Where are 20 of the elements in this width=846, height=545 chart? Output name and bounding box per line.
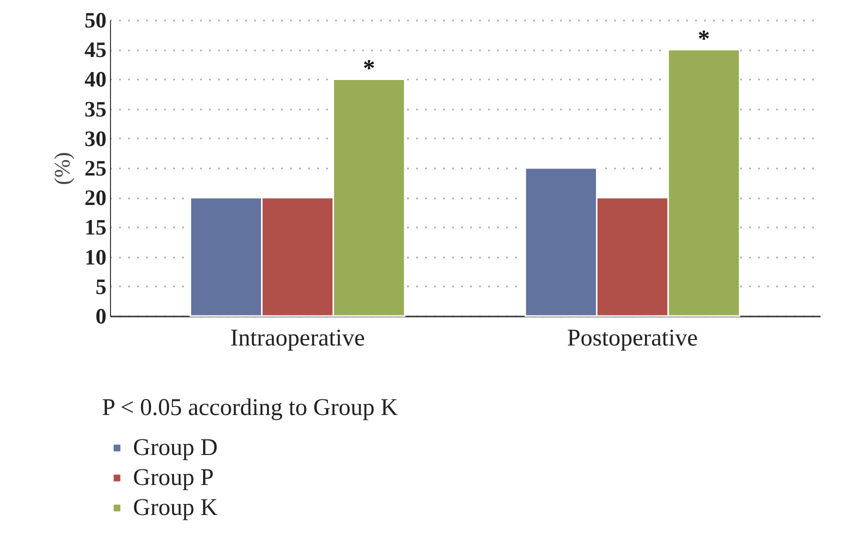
annotation: * (698, 26, 710, 53)
y-tick-label: 15 (84, 214, 106, 240)
x-tick-label: Postoperative (567, 326, 698, 352)
legend-label: Group P (133, 465, 214, 491)
legend-label: Group D (133, 435, 218, 461)
y-tick-label: 10 (84, 244, 106, 270)
y-tick-label: 35 (84, 96, 106, 122)
y-tick-label: 5 (96, 274, 106, 299)
y-tick-label: 30 (84, 126, 106, 151)
y-tick-label: 20 (84, 185, 106, 210)
x-tick-label: Intraoperative (230, 326, 365, 352)
y-tick-label: 25 (84, 156, 106, 180)
legend-label: Group K (133, 495, 218, 521)
y-tick-label: 40 (84, 66, 106, 92)
y-tick-label: 0 (96, 304, 106, 328)
y-tick-label: 50 (84, 8, 106, 32)
text: P < 0.05 according to Group K (102, 395, 399, 421)
y-tick-label: 45 (84, 37, 106, 62)
y-axis-title: (%) (50, 152, 74, 185)
annotation: * (362, 56, 375, 82)
